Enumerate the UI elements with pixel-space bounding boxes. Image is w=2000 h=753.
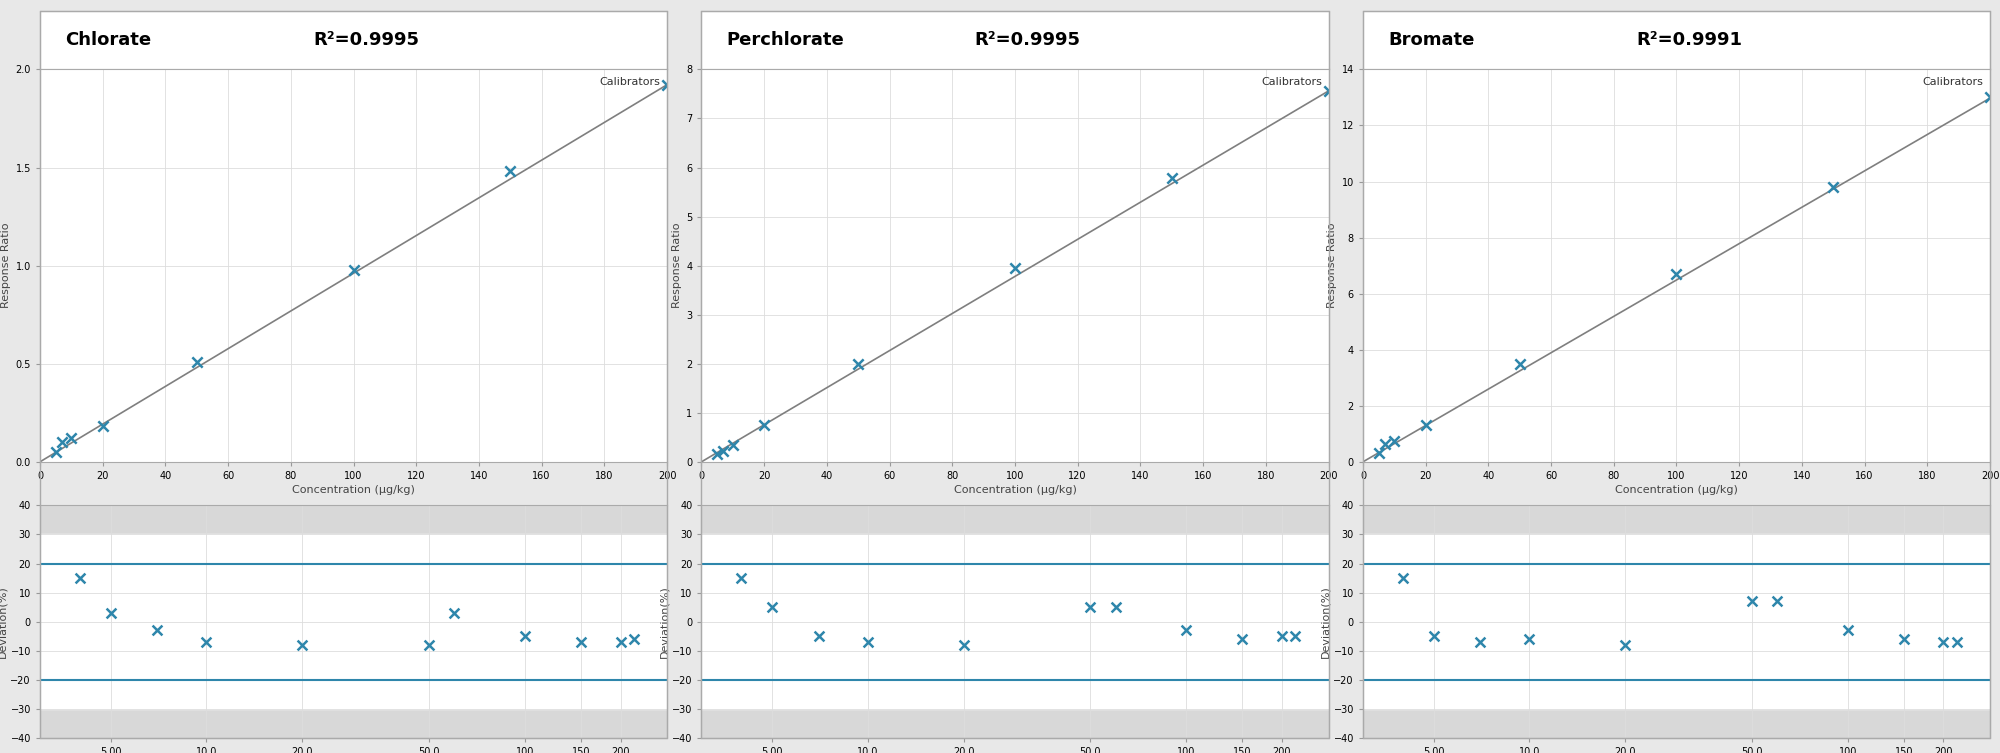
Point	[1368, 437, 1400, 450]
Text: Chlorate: Chlorate	[66, 32, 152, 50]
Point	[412, 639, 444, 651]
Bar	[40, 535, 668, 709]
Text: Calibrators: Calibrators	[1922, 78, 1984, 87]
Point	[1280, 630, 1312, 642]
Point	[338, 264, 370, 276]
Text: R²=0.9995: R²=0.9995	[314, 32, 420, 50]
Text: Perchlorate: Perchlorate	[726, 32, 844, 50]
Y-axis label: Deviation(%): Deviation(%)	[660, 585, 670, 658]
Point	[716, 439, 748, 451]
Point	[142, 624, 174, 636]
Y-axis label: Deviation(%): Deviation(%)	[1320, 585, 1330, 658]
Text: Bromate: Bromate	[1388, 32, 1474, 50]
Point	[1464, 636, 1496, 648]
Point	[1312, 86, 1344, 98]
Point	[948, 639, 980, 651]
Point	[1074, 601, 1106, 613]
Point	[802, 630, 834, 642]
Point	[1940, 636, 1972, 648]
Point	[564, 636, 596, 648]
Point	[94, 607, 126, 619]
Point	[86, 420, 118, 432]
Point	[494, 166, 526, 178]
Point	[1610, 639, 1642, 651]
X-axis label: Concentration (μg/kg): Concentration (μg/kg)	[292, 485, 414, 495]
Text: Calibrators: Calibrators	[600, 78, 660, 87]
Y-axis label: Response Ratio: Response Ratio	[2, 223, 12, 309]
Point	[1226, 633, 1258, 645]
Point	[1266, 630, 1298, 642]
Point	[1170, 624, 1202, 636]
Point	[190, 636, 222, 648]
X-axis label: Concentration (μg/kg): Concentration (μg/kg)	[1616, 485, 1738, 495]
Point	[1514, 633, 1546, 645]
Text: Calibrators: Calibrators	[1262, 78, 1322, 87]
Point	[1928, 636, 1960, 648]
Point	[1888, 633, 1920, 645]
Point	[842, 358, 874, 370]
Point	[1156, 172, 1188, 184]
Point	[1736, 596, 1768, 608]
Point	[852, 636, 884, 648]
Point	[56, 432, 88, 444]
Point	[726, 572, 758, 584]
Point	[702, 449, 734, 461]
Text: R²=0.9995: R²=0.9995	[974, 32, 1080, 50]
Text: R²=0.9991: R²=0.9991	[1636, 32, 1742, 50]
Point	[64, 572, 96, 584]
Point	[1818, 181, 1850, 194]
Point	[508, 630, 540, 642]
Point	[1832, 624, 1864, 636]
Point	[618, 633, 650, 645]
Bar	[702, 535, 1328, 709]
Point	[652, 79, 684, 91]
Point	[1762, 596, 1794, 608]
Point	[748, 419, 780, 431]
Point	[286, 639, 318, 651]
Y-axis label: Response Ratio: Response Ratio	[1328, 223, 1338, 309]
X-axis label: Concentration (μg/kg): Concentration (μg/kg)	[954, 485, 1076, 495]
Point	[180, 355, 212, 367]
Point	[1410, 419, 1442, 431]
Point	[1974, 91, 2000, 103]
Point	[1418, 630, 1450, 642]
Point	[1660, 268, 1692, 280]
Point	[46, 436, 78, 448]
Point	[604, 636, 636, 648]
Point	[1386, 572, 1418, 584]
Point	[756, 601, 788, 613]
Point	[708, 445, 740, 457]
Point	[1100, 601, 1132, 613]
Point	[1504, 358, 1536, 370]
Bar	[1362, 535, 1990, 709]
Y-axis label: Deviation(%): Deviation(%)	[0, 585, 8, 658]
Point	[1362, 447, 1394, 459]
Y-axis label: Response Ratio: Response Ratio	[672, 223, 682, 309]
Point	[1378, 434, 1410, 447]
Point	[40, 446, 72, 458]
Point	[1000, 262, 1032, 274]
Point	[438, 607, 470, 619]
